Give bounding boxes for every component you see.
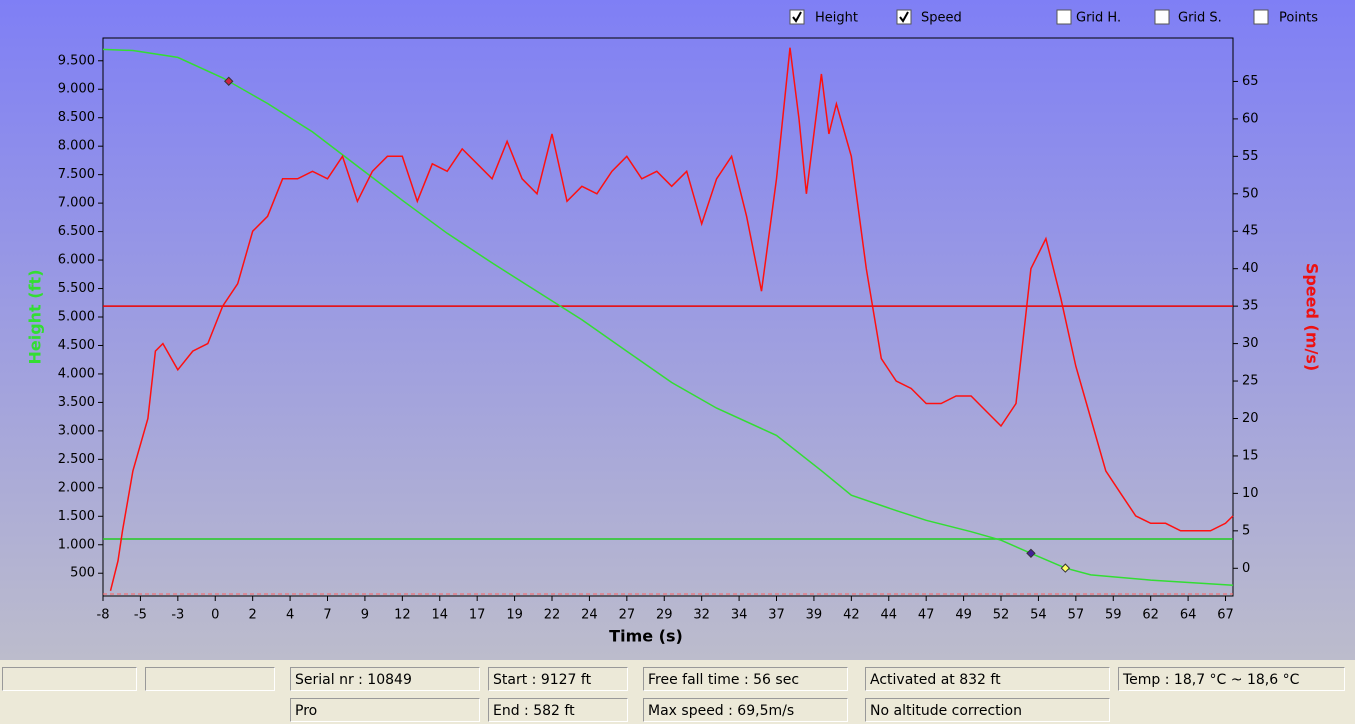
x-tick-label: -8 [97,608,110,623]
y-tick-label: 5.000 [58,310,95,325]
y-tick-label: 6.500 [58,224,95,239]
y-tick-label: 9.000 [58,82,95,97]
status-cell [145,667,275,691]
y2-tick-label: 40 [1242,261,1259,276]
y-tick-label: 3.000 [58,423,95,438]
x-tick-label: 7 [323,608,331,623]
status-cell: Activated at 832 ft [865,667,1110,691]
y2-tick-label: 55 [1242,149,1259,164]
x-tick-label: 34 [731,608,748,623]
x-tick-label: 54 [1030,608,1047,623]
y2-axis-label: Speed (m/s) [1303,263,1322,371]
y2-tick-label: 15 [1242,448,1259,463]
checkbox-label[interactable]: Height [815,11,858,26]
y-tick-label: 2.000 [58,480,95,495]
x-tick-label: 32 [693,608,710,623]
status-cell [2,667,137,691]
x-tick-label: 59 [1105,608,1122,623]
x-tick-label: 4 [286,608,294,623]
x-tick-label: 57 [1068,608,1085,623]
checkbox-label[interactable]: Points [1279,11,1318,26]
series-line [102,48,1234,586]
y-tick-label: 1.000 [58,537,95,552]
x-tick-label: 42 [843,608,860,623]
x-tick-label: 14 [431,608,448,623]
x-axis-label: Time (s) [609,627,683,646]
y2-tick-label: 35 [1242,299,1259,314]
x-tick-label: 37 [768,608,785,623]
status-cell: No altitude correction [865,698,1110,722]
checkbox[interactable] [1154,9,1170,25]
y2-tick-label: 20 [1242,411,1259,426]
x-tick-label: 49 [955,608,972,623]
x-tick-label: 39 [806,608,823,623]
y-tick-label: 8.000 [58,139,95,154]
marker [224,76,234,86]
y2-tick-label: 10 [1242,486,1259,501]
y2-tick-label: 65 [1242,74,1259,89]
checkbox-check [792,11,802,23]
chart-background [0,0,1355,660]
checkbox[interactable] [1056,9,1072,25]
x-tick-label: -3 [171,608,184,623]
y-tick-label: 7.500 [58,167,95,182]
checkbox-label[interactable]: Grid S. [1178,11,1222,26]
y-tick-label: 500 [70,566,95,581]
y-tick-label: 8.500 [58,110,95,125]
y-tick-label: 5.500 [58,281,95,296]
y-tick-label: 4.000 [58,366,95,381]
y2-tick-label: 5 [1242,523,1250,538]
x-tick-label: 29 [656,608,673,623]
y-tick-label: 2.500 [58,452,95,467]
status-cell: Pro [290,698,480,722]
x-tick-label: 62 [1142,608,1159,623]
y2-tick-label: 60 [1242,111,1259,126]
y2-tick-label: 30 [1242,336,1259,351]
x-tick-label: 22 [544,608,561,623]
x-tick-label: 17 [469,608,486,623]
x-tick-label: 2 [249,608,257,623]
y2-tick-label: 50 [1242,186,1259,201]
marker [1026,548,1036,559]
y2-tick-label: 25 [1242,374,1259,389]
y-tick-label: 3.500 [58,395,95,410]
x-tick-label: 9 [361,608,369,623]
checkbox-check [899,11,909,23]
x-tick-label: 52 [993,608,1010,623]
checkbox[interactable] [789,9,805,25]
x-tick-label: 19 [506,608,523,623]
y-axis-label: Height (ft) [26,269,45,364]
x-tick-label: 64 [1180,608,1197,623]
status-cell: Start : 9127 ft [488,667,628,691]
status-cell: Serial nr : 10849 [290,667,480,691]
y2-tick-label: 45 [1242,224,1259,239]
y-tick-label: 1.500 [58,509,95,524]
status-cell: Temp : 18,7 °C ~ 18,6 °C [1118,667,1345,691]
x-tick-label: 0 [211,608,219,623]
y-tick-label: 4.500 [58,338,95,353]
y2-tick-label: 0 [1242,561,1250,576]
x-tick-label: 47 [918,608,935,623]
marker [1060,563,1071,573]
series-line [109,47,1234,591]
x-tick-label: 12 [394,608,411,623]
status-cell: Free fall time : 56 sec [643,667,848,691]
x-tick-label: 27 [619,608,636,623]
y-tick-label: 7.000 [58,196,95,211]
status-cell: End : 582 ft [488,698,628,722]
checkbox-label[interactable]: Grid H. [1076,11,1121,26]
chart: Time (s) Height (ft) Speed (m/s) -8 -5 -3 0… [0,0,1355,660]
x-tick-label: -5 [134,608,147,623]
status-cell: Max speed : 69,5m/s [643,698,848,722]
y-tick-label: 9.500 [58,53,95,68]
x-tick-label: 24 [581,608,598,623]
checkbox[interactable] [1253,9,1269,25]
checkbox-label[interactable]: Speed [921,11,962,26]
checkbox[interactable] [896,9,912,25]
y-tick-label: 6.000 [58,253,95,268]
x-tick-label: 44 [880,608,897,623]
x-tick-label: 67 [1217,608,1234,623]
